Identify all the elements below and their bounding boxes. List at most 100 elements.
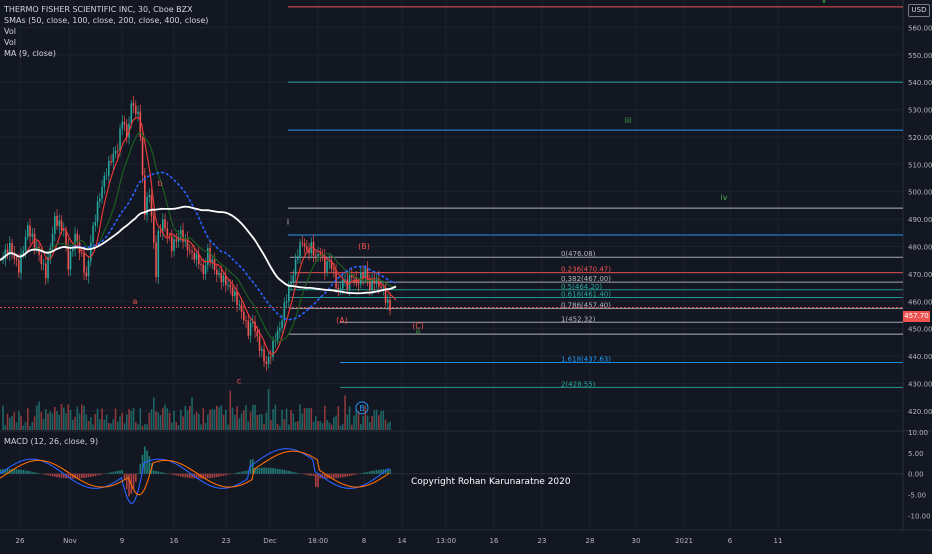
candle-body [227,285,229,286]
macd-histogram-bar [50,474,52,476]
candle-body [286,301,288,302]
macd-histogram-bar [176,474,178,476]
volume-bar [320,421,322,430]
macd-tick-label: -5.00 [908,492,926,500]
candle-body [200,264,202,265]
macd-histogram-bar [23,470,25,474]
macd-histogram-bar [34,472,36,474]
volume-bar [178,425,180,430]
volume-bar [194,415,196,430]
ma-legend[interactable]: MA (9, close) [4,48,208,59]
vol-legend-1[interactable]: Vol [4,26,208,37]
candle-body [302,243,304,244]
macd-histogram-bar [90,474,92,477]
price-tick-label: 560.00 [908,24,932,32]
macd-legend[interactable]: MACD (12, 26, close, 9) [4,437,98,446]
volume-bar [185,406,187,430]
candle-body [52,234,54,248]
macd-histogram-bar [86,474,88,478]
macd-histogram-bar [338,474,340,478]
volume-bar [124,423,126,430]
candle-body [124,122,126,125]
volume-bar [171,423,173,430]
volume-bar [77,407,79,430]
macd-histogram-bar [340,474,342,478]
volume-bar [272,409,274,430]
volume-bar [90,417,92,430]
macd-histogram-bar [164,473,166,474]
volume-bar [113,419,115,430]
volume-bar [277,424,279,430]
candle-body [119,129,121,151]
macd-histogram-bar [297,473,299,474]
macd-histogram-bar [347,474,349,477]
macd-histogram-bar [178,474,180,476]
macd-histogram-bar [293,472,295,474]
volume-bar [128,409,130,430]
volume-bar [32,422,34,430]
volume-bar [369,422,371,430]
macd-histogram-bar [304,474,306,475]
wave-label: iii [625,116,632,125]
price-tick-label: 490.00 [908,216,932,224]
candle-body [243,312,245,320]
vol-legend-2[interactable]: Vol [4,37,208,48]
macd-histogram-bar [207,474,209,478]
candle-body [160,231,162,233]
macd-histogram-bar [25,470,27,473]
volume-bar [140,408,142,430]
candle-body [158,231,160,277]
macd-histogram-bar [342,474,344,477]
candle-body [68,246,70,270]
volume-bar [61,404,63,430]
macd-histogram-bar [182,474,184,477]
currency-button[interactable]: USD [908,4,930,17]
volume-bar [385,420,387,430]
volume-bar [304,408,306,430]
volume-bar [182,417,184,430]
price-tick-label: 480.00 [908,243,932,251]
volume-bar [180,410,182,430]
wave-label: i [287,218,289,227]
volume-bar [263,424,265,430]
macd-histogram-bar [110,472,112,473]
volume-bar [335,415,337,430]
volume-bar [122,413,124,430]
symbol-title[interactable]: THERMO FISHER SCIENTIFIC INC, 30, Cboe B… [4,4,208,15]
candle-body [41,255,43,264]
macd-histogram-bar [277,469,279,474]
volume-bar [308,408,310,430]
time-tick-label: 2021 [675,537,693,545]
candle-body [306,246,308,249]
volume-bar [326,420,328,430]
candle-body [86,273,88,277]
volume-bar [56,411,58,430]
macd-histogram-bar [241,472,243,474]
candle-body [365,269,367,278]
volume-bar [250,412,252,430]
sma-legend[interactable]: SMAs (50, close, 100, close, 200, close,… [4,15,208,26]
volume-bar [108,423,110,430]
volume-bar [189,406,191,430]
volume-bar [38,401,40,430]
candle-body [205,265,207,274]
volume-bar [324,406,326,430]
candle-body [218,273,220,275]
candle-body [245,320,247,321]
macd-histogram-bar [20,470,22,474]
candle-body [241,305,243,312]
time-tick-label: Dec [263,537,277,545]
candle-body [290,282,292,285]
candle-body [144,175,146,214]
volume-bar [18,411,20,430]
time-tick-label: 11 [774,537,783,545]
macd-histogram-bar [137,473,139,474]
candle-body [304,243,306,246]
candle-body [349,275,351,289]
candle-body [293,275,295,281]
macd-histogram-bar [239,472,241,474]
candle-body [70,251,72,269]
candle-body [387,300,389,303]
